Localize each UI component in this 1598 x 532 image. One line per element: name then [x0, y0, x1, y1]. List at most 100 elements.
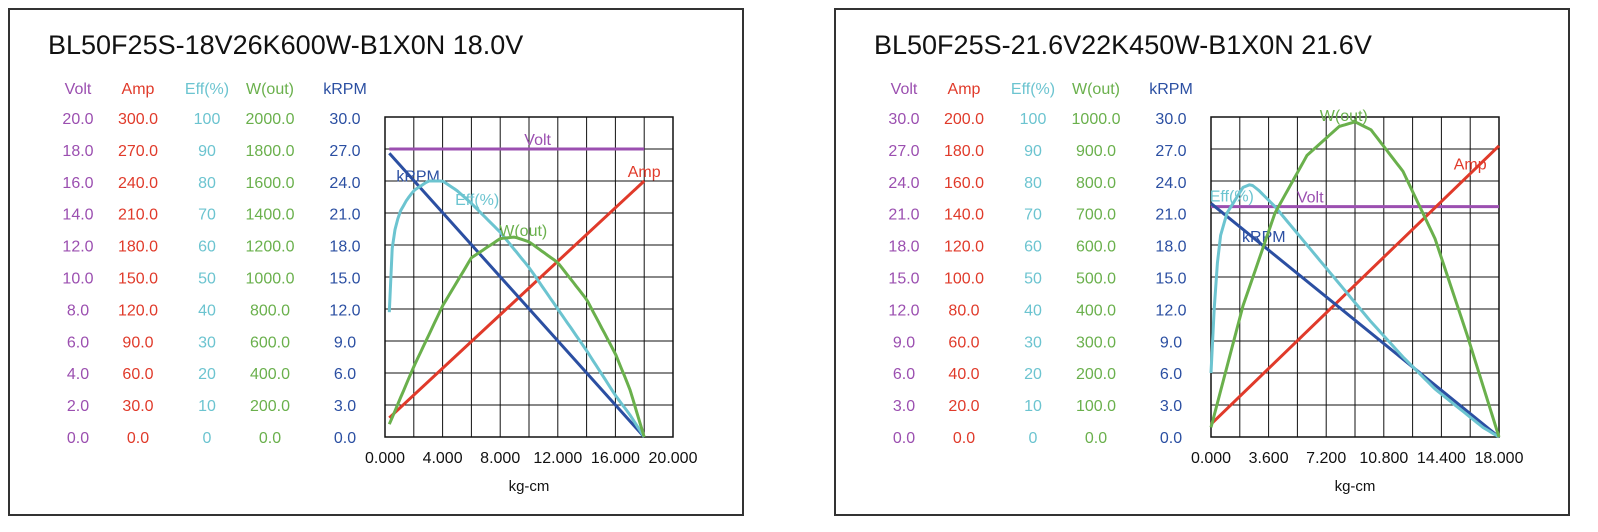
y-tick-volt: 8.0: [67, 302, 89, 319]
y-tick-eff: 60: [1024, 239, 1042, 256]
y-tick-wout: 400.0: [1076, 302, 1116, 319]
y-tick-wout: 1400.0: [246, 207, 295, 224]
y-tick-amp: 60.0: [122, 366, 153, 383]
y-tick-krpm: 27.0: [1155, 143, 1186, 160]
plot-frame: [1210, 116, 1500, 438]
y-tick-krpm: 9.0: [334, 334, 356, 351]
y-tick-wout: 800.0: [1076, 175, 1116, 192]
y-tick-amp: 120.0: [944, 239, 984, 256]
y-tick-krpm: 0.0: [1160, 430, 1182, 447]
y-tick-krpm: 3.0: [1160, 398, 1182, 415]
plot-frame: [384, 116, 674, 438]
y-tick-krpm: 12.0: [1155, 302, 1186, 319]
x-tick-label: 4.000: [423, 450, 463, 467]
y-tick-eff: 20: [1024, 366, 1042, 383]
y-tick-amp: 160.0: [944, 175, 984, 192]
y-tick-volt: 24.0: [888, 175, 919, 192]
y-tick-krpm: 6.0: [334, 366, 356, 383]
y-tick-eff: 90: [1024, 143, 1042, 160]
y-tick-amp: 240.0: [118, 175, 158, 192]
y-tick-wout: 700.0: [1076, 207, 1116, 224]
axis-header-wout: W(out): [246, 81, 294, 98]
y-tick-wout: 0.0: [1085, 430, 1107, 447]
y-tick-volt: 12.0: [62, 239, 93, 256]
y-tick-eff: 0: [203, 430, 212, 447]
series-line-wout: [1209, 120, 1501, 438]
series-label-wout: W(out): [499, 223, 547, 240]
y-tick-volt: 0.0: [67, 430, 89, 447]
y-tick-wout: 900.0: [1076, 143, 1116, 160]
y-tick-eff: 50: [1024, 271, 1042, 288]
y-tick-volt: 21.0: [888, 207, 919, 224]
y-tick-eff: 10: [198, 398, 216, 415]
y-tick-wout: 1000.0: [1072, 111, 1121, 128]
series-label-eff: Eff(%): [455, 192, 499, 209]
y-tick-eff: 10: [1024, 398, 1042, 415]
y-tick-krpm: 18.0: [1155, 239, 1186, 256]
y-tick-volt: 18.0: [62, 143, 93, 160]
chart-panel-right: BL50F25S-21.6V22K450W-B1X0N 21.6V Volt 30.…: [834, 8, 1570, 516]
y-tick-eff: 20: [198, 366, 216, 383]
y-tick-eff: 90: [198, 143, 216, 160]
series-label-wout: W(out): [1320, 108, 1368, 125]
y-tick-amp: 80.0: [948, 302, 979, 319]
x-axis-label: kg-cm: [509, 478, 550, 495]
y-tick-amp: 300.0: [118, 111, 158, 128]
chart-title: BL50F25S-18V26K600W-B1X0N 18.0V: [48, 30, 523, 60]
y-tick-volt: 16.0: [62, 175, 93, 192]
y-tick-volt: 14.0: [62, 207, 93, 224]
y-tick-volt: 18.0: [888, 239, 919, 256]
y-tick-wout: 100.0: [1076, 398, 1116, 415]
y-tick-amp: 0.0: [127, 430, 149, 447]
y-tick-eff: 30: [1024, 334, 1042, 351]
axis-header-amp: Amp: [122, 81, 155, 98]
y-tick-amp: 180.0: [118, 239, 158, 256]
y-tick-volt: 2.0: [67, 398, 89, 415]
y-tick-wout: 200.0: [250, 398, 290, 415]
y-tick-volt: 6.0: [67, 334, 89, 351]
y-tick-volt: 6.0: [893, 366, 915, 383]
y-tick-eff: 100: [194, 111, 221, 128]
y-tick-wout: 2000.0: [246, 111, 295, 128]
x-tick-label: 7.200: [1306, 450, 1346, 467]
y-tick-wout: 1200.0: [246, 239, 295, 256]
y-tick-amp: 150.0: [118, 271, 158, 288]
y-tick-krpm: 15.0: [1155, 271, 1186, 288]
y-tick-krpm: 18.0: [329, 239, 360, 256]
y-tick-wout: 600.0: [250, 334, 290, 351]
axis-header-volt: Volt: [891, 81, 918, 98]
y-tick-amp: 100.0: [944, 271, 984, 288]
y-tick-amp: 0.0: [953, 430, 975, 447]
series-line-eff: [387, 179, 646, 438]
y-tick-krpm: 9.0: [1160, 334, 1182, 351]
y-tick-wout: 300.0: [1076, 334, 1116, 351]
series-label-volt: Volt: [524, 132, 551, 149]
y-tick-volt: 15.0: [888, 271, 919, 288]
y-tick-amp: 90.0: [122, 334, 153, 351]
motor-curve-chart-left: BL50F25S-18V26K600W-B1X0N 18.0V Volt 20.0 1…: [48, 30, 698, 495]
axis-header-amp: Amp: [948, 81, 981, 98]
y-tick-krpm: 6.0: [1160, 366, 1182, 383]
series-line-krpm: [388, 152, 646, 439]
series-line-eff: [1209, 183, 1500, 439]
y-tick-krpm: 24.0: [1155, 175, 1186, 192]
axis-header-krpm: kRPM: [323, 81, 367, 98]
x-tick-label: 8.000: [480, 450, 520, 467]
x-tick-label: 20.000: [649, 450, 698, 467]
y-tick-krpm: 24.0: [329, 175, 360, 192]
y-tick-eff: 80: [1024, 175, 1042, 192]
y-tick-wout: 1800.0: [246, 143, 295, 160]
series-line-krpm: [1210, 202, 1500, 439]
y-tick-volt: 12.0: [888, 302, 919, 319]
y-tick-amp: 20.0: [948, 398, 979, 415]
x-tick-label: 3.600: [1249, 450, 1289, 467]
series-line-amp: [388, 179, 646, 419]
chart-title: BL50F25S-21.6V22K450W-B1X0N 21.6V: [874, 30, 1372, 60]
x-tick-label: 0.000: [365, 450, 405, 467]
series-label-eff: Eff(%): [1210, 188, 1254, 205]
y-tick-krpm: 12.0: [329, 302, 360, 319]
x-tick-label: 10.800: [1359, 450, 1408, 467]
y-tick-wout: 400.0: [250, 366, 290, 383]
axis-header-eff: Eff(%): [1011, 81, 1055, 98]
y-tick-amp: 30.0: [122, 398, 153, 415]
